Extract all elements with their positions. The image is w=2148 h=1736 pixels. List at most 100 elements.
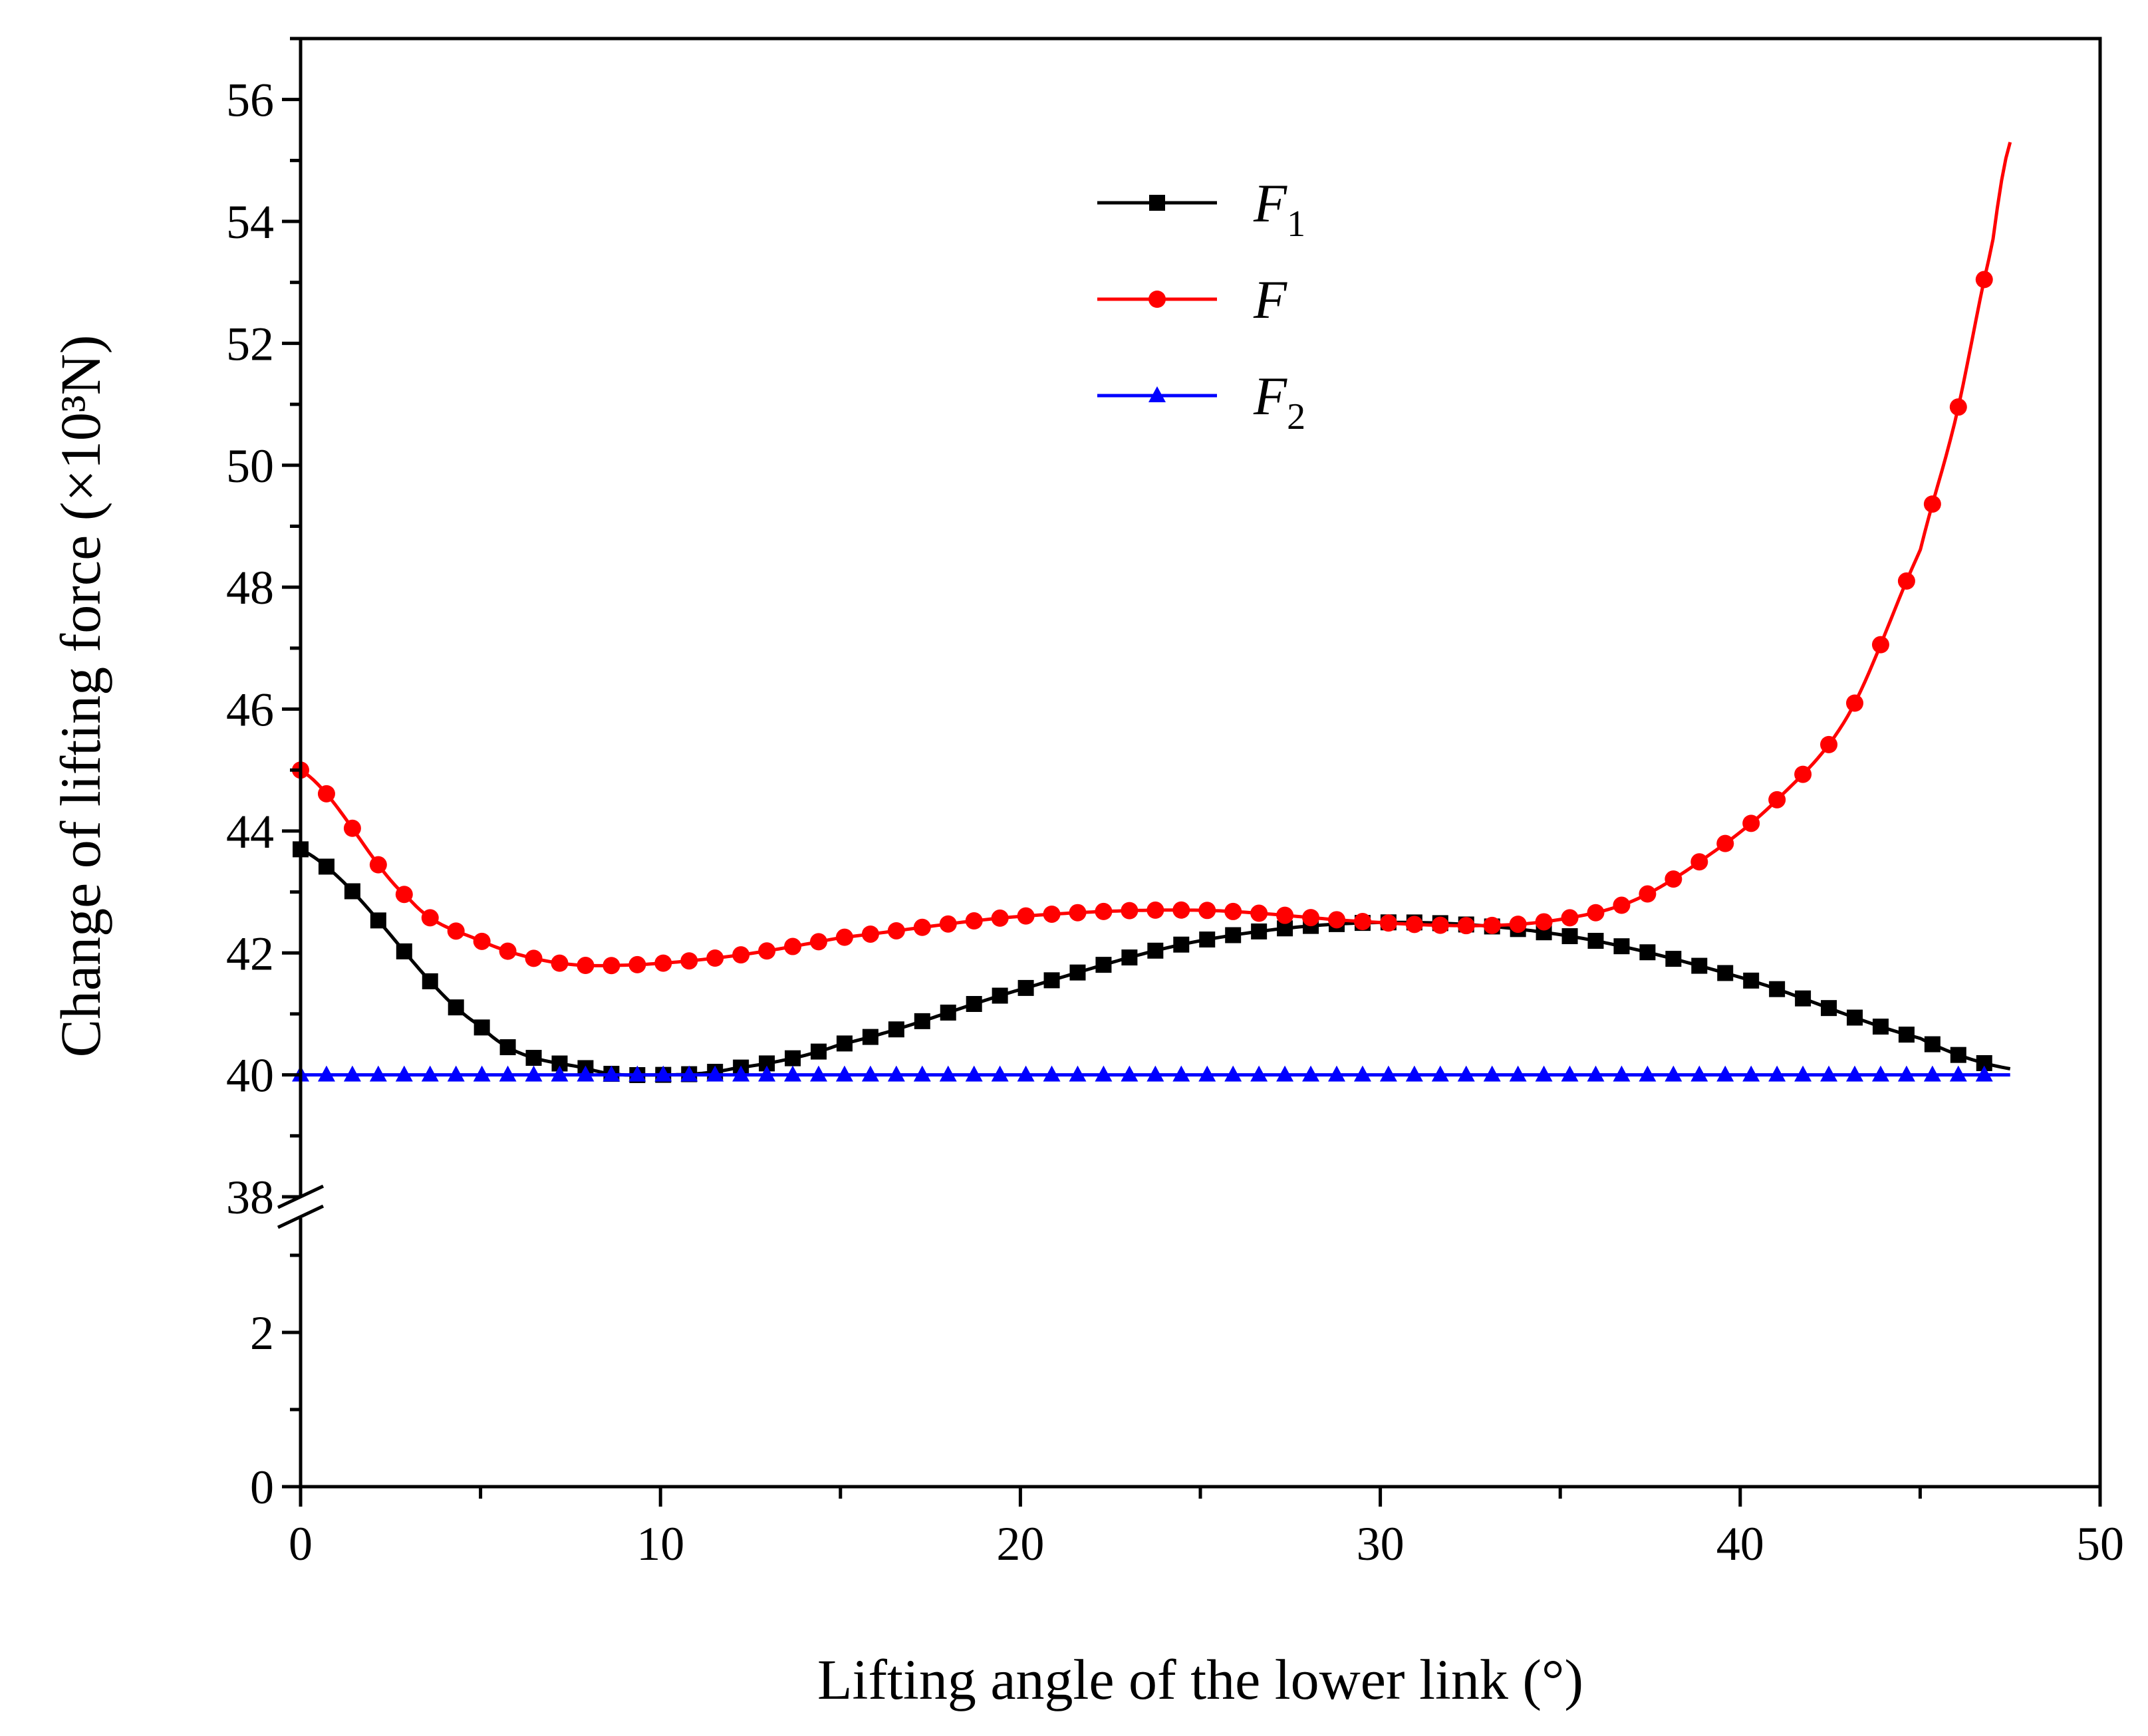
y-tick-label: 46: [226, 683, 274, 737]
legend-label: F2: [1253, 366, 1305, 437]
data-point-F2: [1768, 1065, 1786, 1082]
data-point-F2: [1509, 1065, 1527, 1082]
data-point-F: [965, 912, 983, 930]
data-point-F: [1716, 834, 1734, 852]
legend-item-F2: F2: [1097, 366, 1305, 437]
data-point-F: [1639, 885, 1657, 903]
data-point-F2: [887, 1065, 905, 1082]
data-point-F1: [1821, 1000, 1837, 1017]
data-point-F2: [1069, 1065, 1087, 1082]
x-tick-label: 20: [996, 1517, 1044, 1570]
data-point-F: [1846, 694, 1863, 712]
data-point-F: [1172, 901, 1190, 919]
data-point-F1: [1872, 1019, 1889, 1035]
data-point-F2: [1379, 1065, 1397, 1082]
data-point-F2: [577, 1065, 595, 1082]
data-point-F2: [1820, 1065, 1838, 1082]
data-point-F2: [369, 1065, 387, 1082]
data-point-F: [1768, 791, 1786, 808]
data-point-F1: [1561, 928, 1578, 945]
data-point-F2: [1017, 1065, 1035, 1082]
data-point-F1: [1691, 957, 1708, 974]
data-point-F2: [421, 1065, 439, 1082]
data-point-F1: [1769, 981, 1786, 997]
data-point-F1: [1847, 1009, 1863, 1026]
x-axis-title: Lifting angle of the lower link (°): [817, 1648, 1583, 1711]
data-point-F: [603, 957, 620, 975]
x-tick-label: 40: [1716, 1517, 1764, 1570]
y-tick-label: 40: [226, 1049, 274, 1102]
data-point-F: [499, 942, 517, 960]
data-point-F2: [810, 1065, 827, 1082]
data-point-F: [1535, 913, 1553, 931]
data-point-F2: [939, 1065, 957, 1082]
x-tick-label: 0: [289, 1517, 313, 1570]
data-point-F2: [1742, 1065, 1760, 1082]
legend-marker-circle: [1148, 291, 1166, 308]
legend-label: F1: [1253, 173, 1305, 245]
data-point-F1: [1069, 964, 1086, 981]
data-point-F1: [785, 1050, 801, 1066]
data-point-F: [1871, 636, 1889, 654]
x-tick-label: 30: [1357, 1517, 1405, 1570]
data-point-F2: [1302, 1065, 1320, 1082]
data-point-F1: [992, 987, 1008, 1004]
data-point-F: [1198, 902, 1216, 920]
data-point-F: [1587, 904, 1605, 922]
data-point-F: [706, 949, 724, 967]
data-point-F: [1069, 904, 1087, 922]
y-tick-label: 54: [226, 195, 274, 249]
data-point-F: [551, 954, 569, 972]
data-point-F1: [1251, 923, 1268, 939]
data-point-F: [1405, 916, 1423, 933]
data-point-F1: [1147, 942, 1164, 959]
data-point-F1: [344, 883, 360, 900]
data-point-F: [1121, 902, 1139, 920]
data-point-F2: [1121, 1065, 1139, 1082]
data-point-F2: [473, 1065, 491, 1082]
data-point-F1: [370, 912, 386, 929]
x-tick-label: 10: [636, 1517, 684, 1570]
data-point-F: [1457, 917, 1475, 935]
data-point-F2: [551, 1065, 569, 1082]
data-point-F2: [1198, 1065, 1216, 1082]
tick-labels: 0 10 20 30 40 50 0 2 38 40 42 44 46 48 50 52 54 56: [226, 74, 2124, 1570]
data-point-F2: [628, 1065, 646, 1082]
data-point-F: [1353, 913, 1371, 931]
data-point-F1: [1587, 933, 1604, 949]
data-point-F: [1613, 896, 1631, 914]
data-point-F: [1690, 853, 1708, 871]
y-tick-label: 38: [226, 1171, 274, 1224]
data-point-F1: [940, 1004, 956, 1021]
ticks: [282, 37, 2102, 1507]
data-point-F: [1095, 902, 1113, 920]
data-point-F2: [1224, 1065, 1242, 1082]
data-point-F2: [1328, 1065, 1345, 1082]
data-point-F: [1975, 271, 1993, 289]
data-point-F1: [473, 1019, 490, 1036]
data-point-F2: [913, 1065, 931, 1082]
data-point-F: [1328, 911, 1345, 929]
data-point-F2: [758, 1065, 776, 1082]
data-point-F: [1742, 814, 1760, 832]
data-point-F: [1897, 572, 1915, 590]
y-tick-label: 56: [226, 74, 274, 127]
data-point-F2: [861, 1065, 879, 1082]
data-point-F: [1431, 916, 1449, 934]
series-F2: [292, 1065, 2010, 1082]
data-point-F2: [732, 1065, 750, 1082]
y-tick-label: 42: [226, 927, 274, 980]
data-point-F1: [1950, 1047, 1966, 1063]
data-point-F: [732, 946, 750, 964]
y-tick-label: 2: [250, 1306, 274, 1360]
data-point-F: [1923, 495, 1941, 513]
data-point-F: [1224, 902, 1242, 920]
y-axis-title: Change of lifting force (×10³N): [49, 335, 112, 1058]
data-point-F: [913, 918, 931, 936]
data-point-F2: [835, 1065, 853, 1082]
data-point-F1: [1665, 951, 1682, 967]
data-point-F: [395, 886, 413, 904]
data-point-F1: [1173, 936, 1190, 953]
